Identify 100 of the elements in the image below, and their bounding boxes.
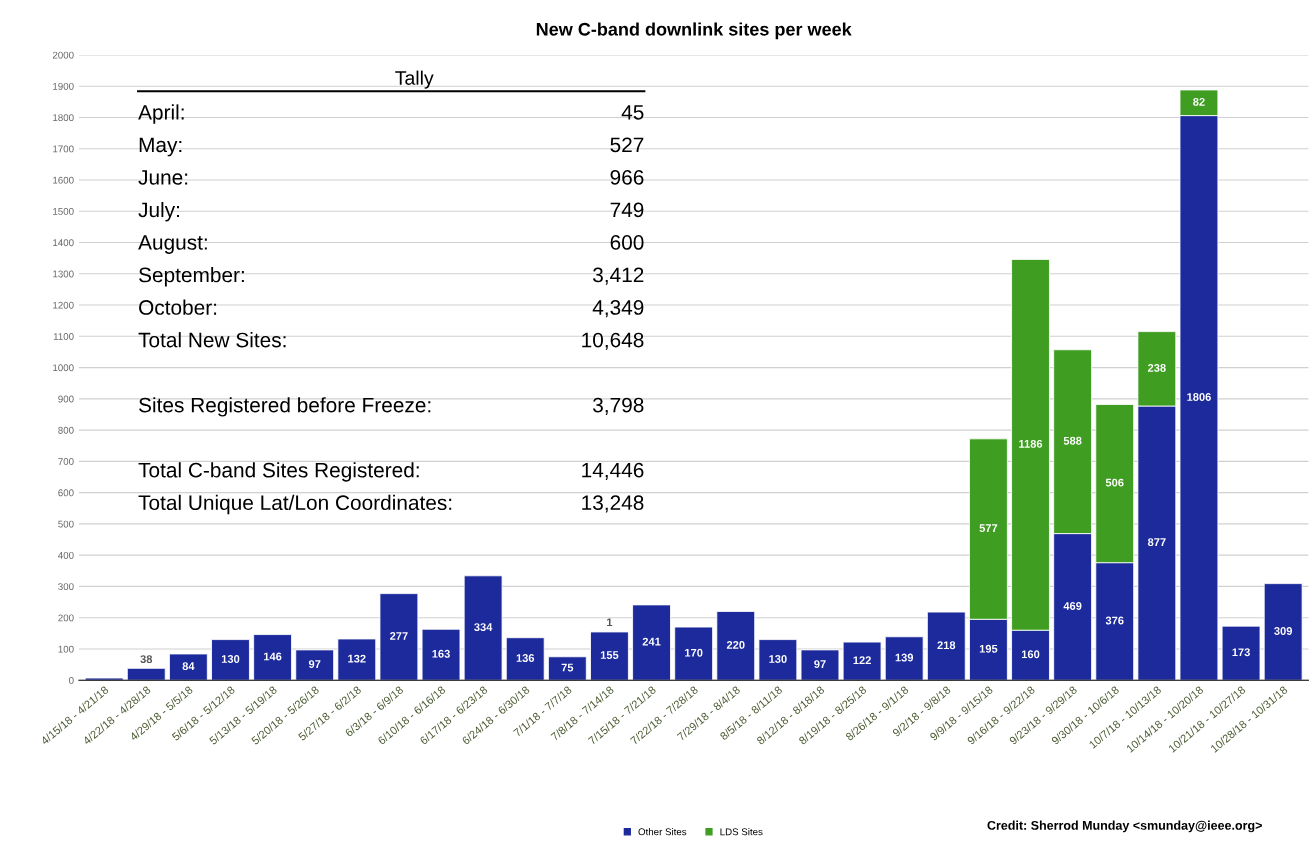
text: Credit: Sherrod Munday <smunday@ieee.org> bbox=[987, 820, 1262, 833]
bar bbox=[505, 637, 545, 681]
annotation: October: bbox=[139, 299, 217, 315]
y-tick-label: 300 bbox=[58, 583, 74, 591]
annotation: 4,349 bbox=[592, 300, 644, 318]
y-tick-label: 1300 bbox=[53, 270, 74, 278]
y-tick-label: 900 bbox=[58, 395, 74, 403]
annotation: April: bbox=[138, 104, 184, 124]
data-label: 238 bbox=[1147, 363, 1166, 372]
annotation: May: bbox=[139, 137, 182, 157]
annotation: 13,248 bbox=[582, 495, 644, 513]
bar bbox=[379, 593, 419, 681]
y-tick-label: 1400 bbox=[53, 239, 74, 247]
y-tick-label: 2000 bbox=[52, 51, 74, 59]
bar bbox=[842, 641, 882, 681]
data-label: 588 bbox=[1063, 436, 1082, 445]
data-label: 160 bbox=[1021, 650, 1040, 659]
data-label: 241 bbox=[642, 637, 661, 646]
bar bbox=[884, 636, 924, 681]
annotation: Tally bbox=[395, 70, 434, 89]
data-label: 173 bbox=[1232, 648, 1250, 657]
data-label: 122 bbox=[853, 656, 871, 665]
data-label: 506 bbox=[1105, 478, 1124, 487]
annotation: 10,648 bbox=[582, 332, 644, 350]
data-label: 309 bbox=[1274, 627, 1293, 635]
bar bbox=[758, 639, 798, 681]
annotation: 749 bbox=[610, 202, 644, 218]
y-tick-label: 1900 bbox=[53, 82, 74, 90]
bar bbox=[421, 628, 461, 681]
y-tick-label: 1800 bbox=[53, 114, 74, 122]
bar bbox=[211, 639, 250, 681]
data-label: 877 bbox=[1147, 538, 1166, 547]
bar bbox=[169, 653, 208, 681]
data-label: 139 bbox=[895, 653, 914, 662]
data-label: 130 bbox=[221, 655, 240, 663]
y-tick-label: 0 bbox=[69, 676, 74, 684]
annotation: 600 bbox=[610, 235, 644, 250]
data-label: 220 bbox=[726, 640, 745, 649]
bar bbox=[716, 611, 756, 681]
annotation: September: bbox=[139, 267, 244, 287]
y-tick-label: 600 bbox=[58, 489, 74, 497]
legend-label: Other Sites bbox=[638, 828, 687, 836]
bar bbox=[800, 649, 840, 681]
bar bbox=[1221, 625, 1261, 681]
y-tick-label: 1100 bbox=[53, 333, 74, 340]
data-label: 146 bbox=[264, 652, 282, 661]
y-tick-label: 1500 bbox=[53, 207, 74, 215]
data-label: 195 bbox=[979, 644, 998, 653]
y-tick-label: 800 bbox=[58, 426, 74, 434]
legend-label: LDS Sites bbox=[720, 828, 763, 836]
data-label: 155 bbox=[600, 651, 619, 659]
bar bbox=[295, 649, 335, 681]
bar bbox=[632, 604, 671, 681]
annotation: 14,446 bbox=[582, 462, 644, 480]
bar bbox=[463, 575, 503, 681]
data-label: 84 bbox=[182, 662, 195, 671]
y-tick-label: 100 bbox=[58, 645, 74, 653]
y-tick-label: 1200 bbox=[53, 301, 74, 309]
y-tick-label: 200 bbox=[58, 614, 74, 622]
annotation: August: bbox=[138, 235, 207, 254]
annotation: 3,412 bbox=[593, 267, 644, 285]
bar bbox=[1263, 583, 1303, 681]
bar bbox=[337, 638, 377, 681]
annotation: Total C-band Sites Registered: bbox=[138, 462, 419, 482]
data-label: 376 bbox=[1105, 616, 1124, 625]
y-tick-label: 1600 bbox=[53, 176, 74, 184]
data-label: 97 bbox=[814, 660, 826, 669]
annotation: 3,798 bbox=[593, 397, 644, 415]
data-label: 97 bbox=[308, 660, 321, 669]
bar bbox=[926, 611, 966, 681]
data-label: 82 bbox=[1193, 97, 1205, 106]
data-label: 469 bbox=[1063, 602, 1082, 610]
data-label: 577 bbox=[979, 524, 998, 533]
annotation: July: bbox=[138, 201, 180, 222]
y-tick-label: 400 bbox=[58, 551, 74, 559]
bar bbox=[84, 677, 124, 681]
annotation: Total New Sites: bbox=[138, 332, 286, 348]
data-label: 1 bbox=[607, 618, 613, 627]
chart-title: New C-band downlink sites per week bbox=[536, 22, 852, 40]
bar bbox=[547, 656, 587, 681]
data-label: 1186 bbox=[1019, 439, 1043, 448]
annotation: 966 bbox=[610, 169, 644, 185]
data-label: 163 bbox=[432, 649, 450, 658]
bar bbox=[253, 634, 292, 681]
annotation: 45 bbox=[621, 105, 644, 120]
data-label: 334 bbox=[474, 623, 493, 632]
bar bbox=[590, 631, 629, 681]
y-tick-label: 500 bbox=[58, 520, 74, 528]
y-tick-label: 700 bbox=[58, 458, 74, 465]
data-label: 130 bbox=[769, 655, 787, 663]
bar bbox=[126, 667, 166, 681]
annotation: June: bbox=[138, 170, 188, 185]
y-tick-label: 1000 bbox=[53, 364, 74, 372]
data-label: 170 bbox=[685, 648, 703, 657]
data-label: 136 bbox=[516, 654, 535, 662]
data-label: 132 bbox=[348, 654, 366, 663]
annotation: Sites Registered before Freeze: bbox=[139, 397, 431, 417]
annotation: Total Unique Lat/Lon Coordinates: bbox=[138, 494, 452, 515]
bar bbox=[674, 626, 714, 681]
data-label: 277 bbox=[390, 632, 408, 640]
